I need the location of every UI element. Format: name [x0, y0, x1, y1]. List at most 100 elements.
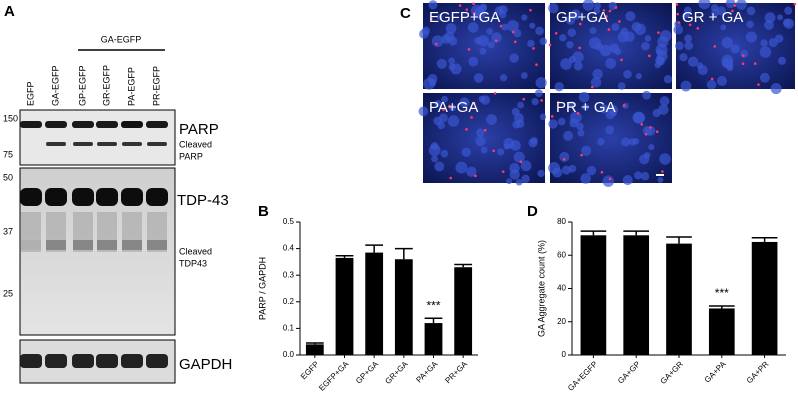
nucleus [548, 2, 559, 14]
aggregate [578, 46, 581, 50]
aggregate [600, 170, 604, 174]
aggregate [676, 12, 680, 16]
band [96, 354, 118, 368]
nucleus [597, 138, 605, 146]
x-tick-label: EGFP+GA [317, 359, 351, 393]
nucleus [428, 0, 438, 10]
nucleus [684, 11, 691, 18]
nucleus [764, 12, 776, 24]
nucleus [434, 161, 445, 172]
nucleus [431, 35, 444, 48]
y-tick-label: 0.3 [283, 270, 295, 279]
bar [580, 235, 607, 355]
nucleus [608, 104, 619, 115]
nucleus [586, 165, 597, 176]
aggregate [513, 40, 517, 44]
aggregate [465, 128, 468, 131]
aggregate [519, 160, 523, 164]
lane-label: GA-EGFP [50, 65, 60, 106]
y-tick-label: 40 [557, 284, 566, 293]
nucleus [528, 138, 538, 148]
aggregate [474, 174, 477, 178]
nucleus [449, 104, 457, 112]
nucleus [509, 169, 520, 180]
nucleus [477, 35, 490, 47]
nucleus [513, 113, 524, 124]
y-tick-label: 0.5 [283, 217, 295, 226]
aggregate [607, 28, 611, 31]
aggregate [741, 62, 745, 66]
blot-label: PARP [179, 121, 219, 138]
nucleus [517, 101, 524, 109]
aggregate [677, 21, 681, 24]
parp-blot [19, 109, 176, 166]
nucleus [674, 20, 681, 28]
aggregate [648, 54, 651, 58]
nucleus [576, 122, 584, 131]
nucleus [418, 106, 429, 117]
nucleus [494, 6, 504, 15]
x-tick-label: GA+GP [616, 360, 642, 386]
nucleus [503, 143, 510, 150]
nucleus [687, 56, 699, 67]
nucleus [497, 148, 505, 156]
marker: 150 [3, 113, 18, 123]
nucleus [529, 22, 536, 29]
aggregate [556, 100, 560, 104]
band [97, 142, 117, 146]
nucleus [652, 109, 661, 118]
bar [666, 243, 692, 355]
nucleus [535, 26, 544, 36]
band [121, 354, 143, 368]
nucleus [632, 111, 645, 124]
blot-label: Cleaved [179, 246, 212, 256]
bar [305, 344, 324, 355]
nucleus [479, 47, 487, 55]
nucleus [657, 176, 664, 183]
aggregate [605, 15, 608, 18]
aggregate [492, 149, 495, 153]
aggregate [640, 123, 644, 126]
nucleus [572, 51, 584, 63]
nucleus [557, 117, 566, 126]
band [122, 142, 142, 146]
x-tick-label: GP+GA [354, 359, 380, 385]
aggregate [562, 157, 566, 161]
nucleus [428, 78, 437, 87]
aggregate [793, 2, 797, 6]
nucleus [441, 95, 449, 103]
nucleus [622, 175, 633, 186]
nucleus [617, 82, 626, 90]
aggregate [688, 23, 692, 27]
aggregate [655, 130, 659, 133]
group-label: GA-EGFP [101, 34, 142, 44]
band [146, 121, 168, 128]
lane-label: GP-EGFP [77, 65, 87, 106]
aggregate [472, 2, 475, 6]
band [20, 121, 42, 128]
bar [394, 259, 413, 355]
nucleus [447, 115, 460, 127]
y-tick-label: 20 [557, 317, 566, 326]
aggregate [540, 99, 543, 102]
band [121, 121, 143, 128]
band [73, 240, 93, 250]
nucleus [515, 178, 523, 186]
nucleus [486, 114, 497, 126]
nucleus [644, 35, 652, 42]
nucleus [506, 178, 513, 185]
aggregate [644, 133, 648, 136]
nucleus [673, 24, 684, 35]
nucleus [696, 62, 704, 69]
aggregate [449, 176, 453, 180]
nucleus [592, 68, 603, 80]
nucleus [428, 144, 441, 157]
nucleus [698, 0, 711, 10]
aggregate [470, 116, 473, 119]
nucleus [625, 11, 636, 22]
micrograph-label: GR + GA [682, 9, 743, 26]
aggregate [511, 30, 515, 34]
aggregate [757, 83, 760, 86]
marker: 25 [3, 288, 13, 298]
nucleus [679, 53, 688, 62]
